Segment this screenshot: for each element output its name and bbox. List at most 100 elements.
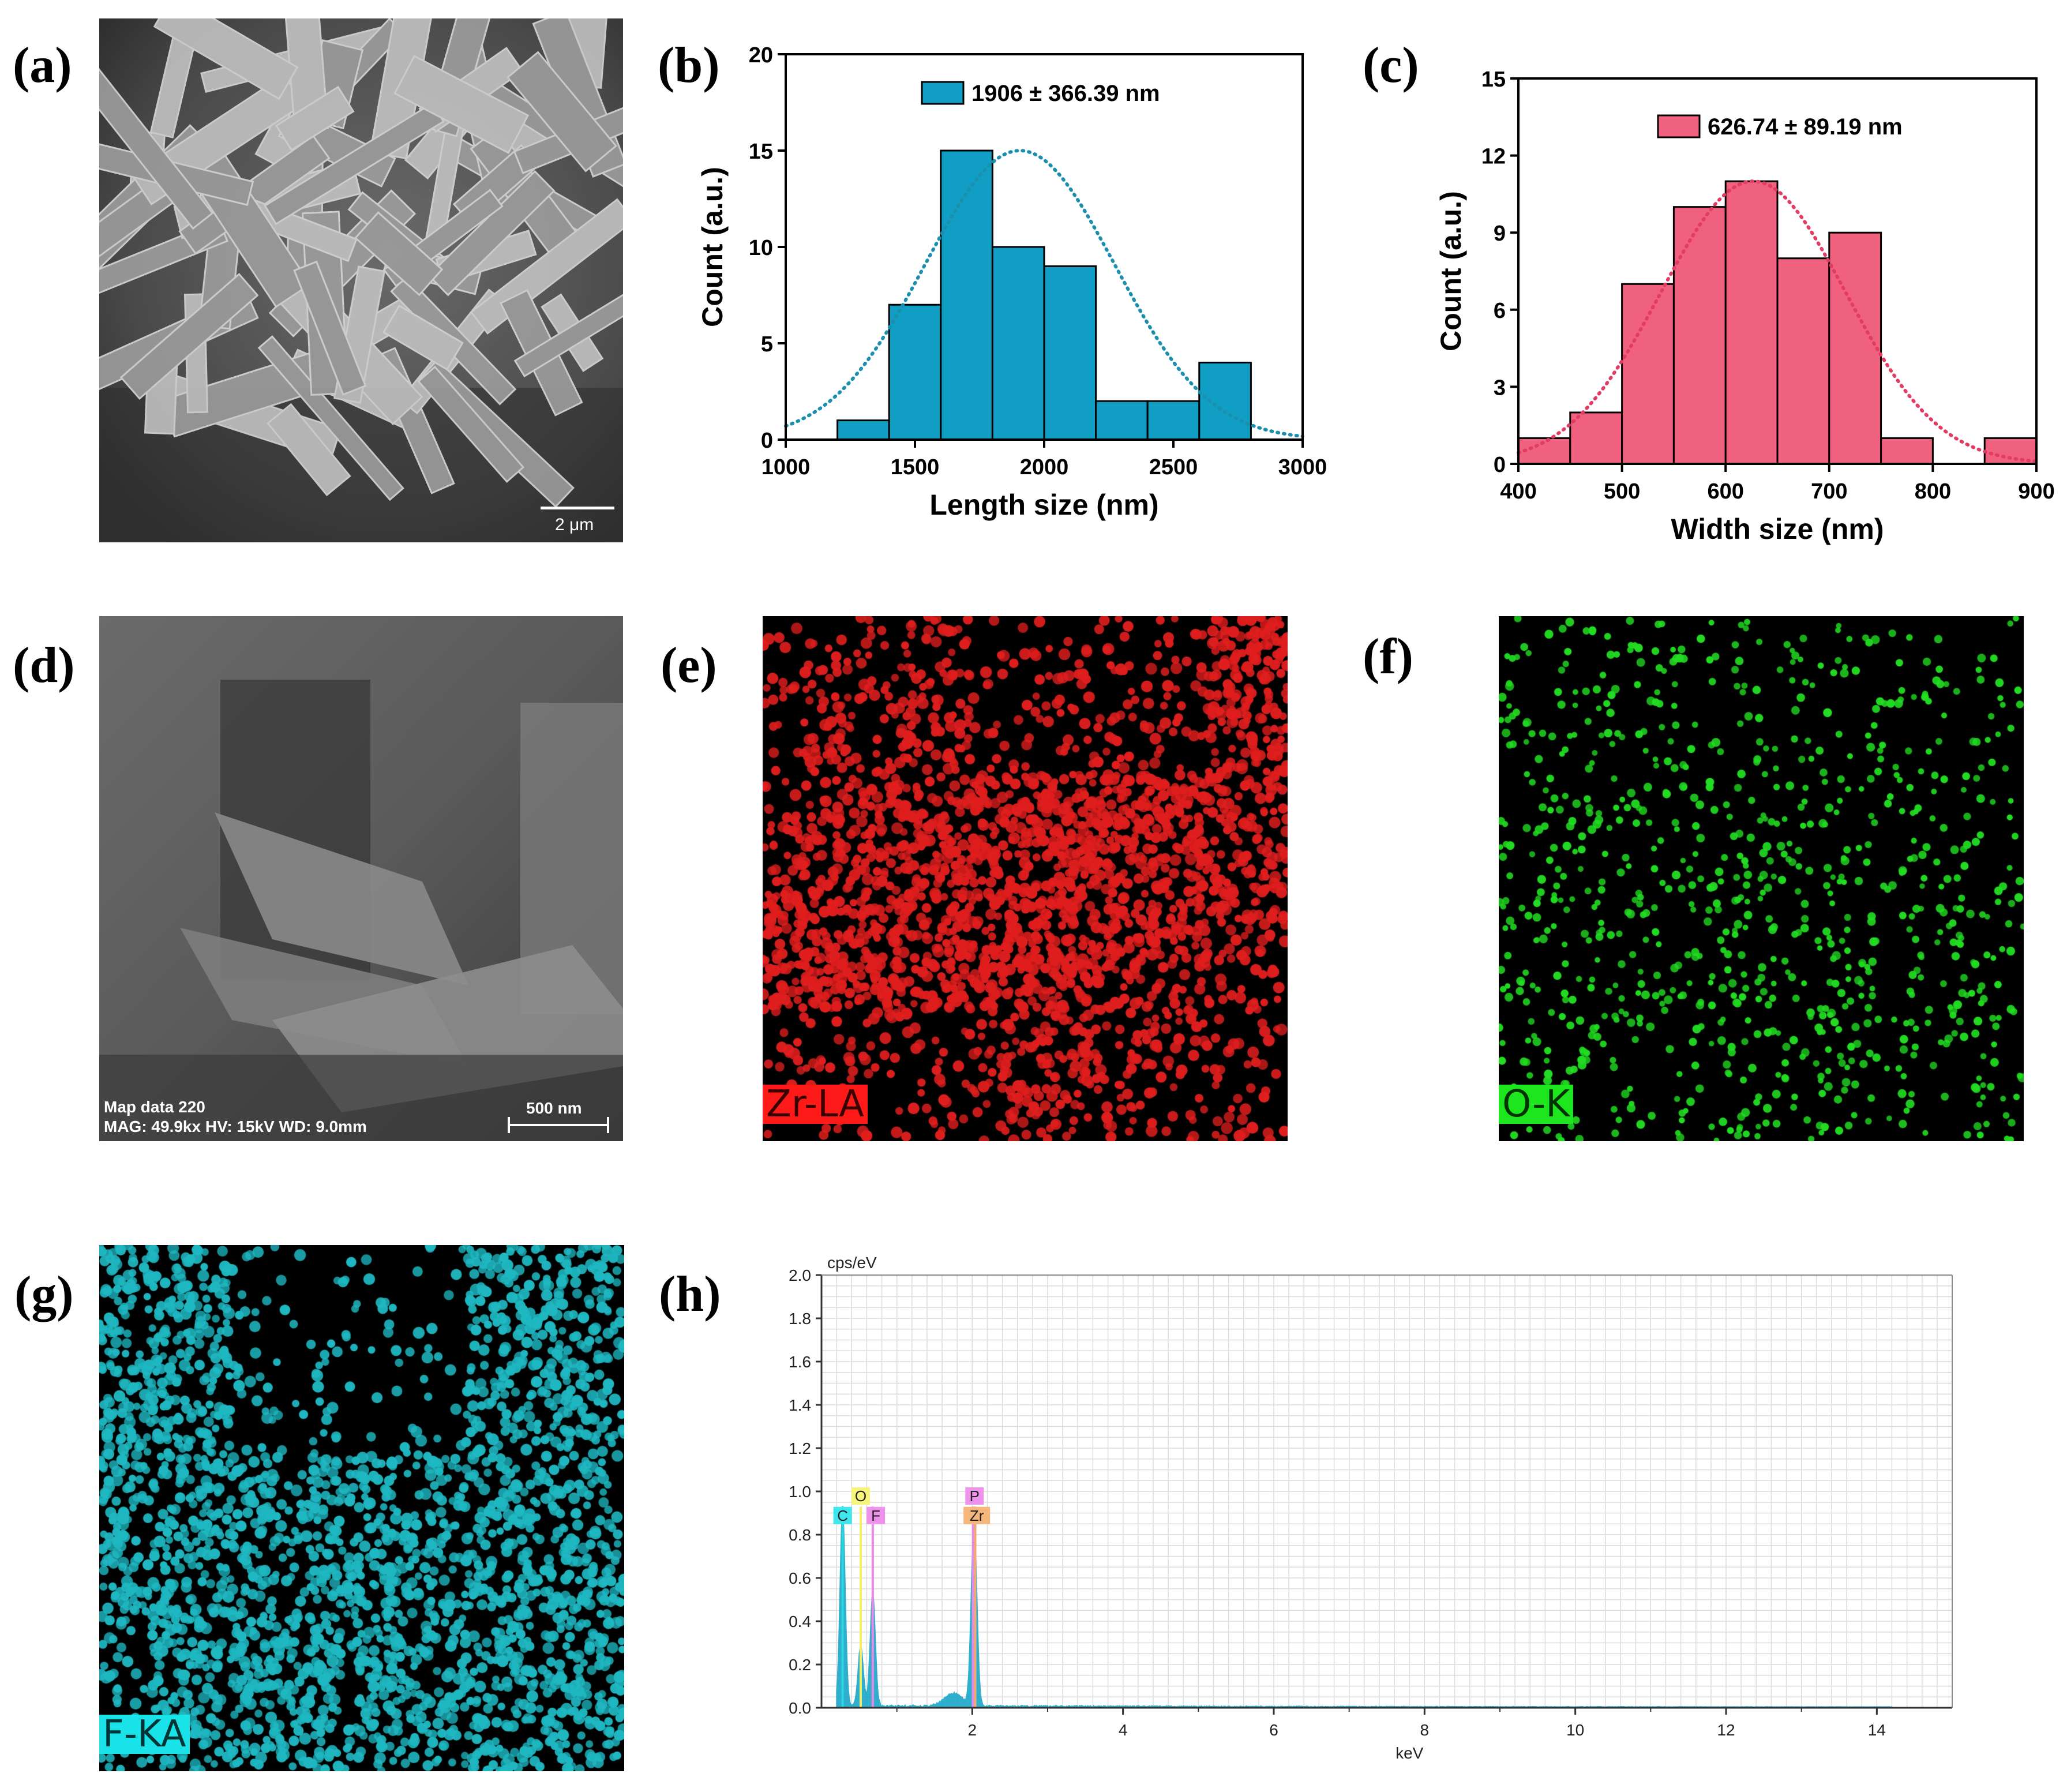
element-tag-zr: Zr [970, 1507, 984, 1524]
eds-map-zr: Zr-LA [763, 616, 1288, 1141]
gaussian-fit-curve [784, 148, 1304, 438]
histogram-bar [1621, 283, 1675, 465]
y-tick-label: 6 [1494, 299, 1506, 323]
scale-bar-label: 2 μm [555, 515, 594, 534]
x-axis-label: Width size (nm) [1671, 513, 1884, 545]
y-tick-label: 12 [1481, 145, 1506, 169]
y-tick-label: 1.0 [789, 1483, 811, 1501]
legend-label: 626.74 ± 89.19 nm [1708, 114, 1903, 140]
histogram-bar [1724, 180, 1779, 465]
sem-rod [119, 273, 259, 400]
sem-rod [417, 365, 525, 483]
sem-image-low-mag: 2 μm [99, 18, 623, 542]
panel-label-c: (c) [1363, 38, 1419, 93]
f-map-canvas [99, 1245, 624, 1771]
y-tick-label: 0.8 [789, 1526, 811, 1544]
histogram-bar [1095, 400, 1149, 441]
element-tag-box [866, 1506, 886, 1524]
x-tick-label: 1000 [761, 455, 811, 479]
sem-rod [507, 51, 617, 173]
x-tick-label: 14 [1868, 1721, 1886, 1739]
x-tick-label: 3000 [1278, 455, 1327, 479]
x-tick-label: 2500 [1149, 455, 1198, 479]
y-tick-label: 0.6 [789, 1569, 811, 1587]
sem-rod [293, 260, 367, 396]
y-tick-label: 2.0 [789, 1266, 811, 1284]
histogram-bar [836, 419, 890, 441]
y-tick-label: 0.2 [789, 1656, 811, 1674]
map-tag-o: O-K [1499, 1085, 1574, 1124]
y-tick-label: 5 [761, 332, 773, 357]
element-tag-o: O [855, 1487, 866, 1505]
histogram-bar [1776, 257, 1830, 465]
map-tag-f: F-KA [99, 1715, 190, 1754]
panel-label-e: (e) [661, 638, 717, 693]
x-tick-label: 900 [2018, 479, 2054, 504]
sem-rod [354, 211, 444, 297]
sem-rod [382, 304, 464, 371]
sem-rod [153, 18, 299, 100]
x-tick-label: 500 [1604, 479, 1640, 504]
y-axis-label: Count (a.u.) [1435, 191, 1467, 351]
y-tick-label: 15 [749, 140, 773, 164]
zr-map-canvas [763, 616, 1288, 1141]
length-histogram: 1000 1500 2000 2500 3000 0 5 10 15 20 Length size … [696, 43, 1327, 521]
scale-bar-label-d: 500 nm [526, 1099, 582, 1117]
histogram-bar [888, 303, 942, 441]
element-tag-f: F [871, 1507, 880, 1524]
y-tick-label: 1.6 [789, 1353, 811, 1371]
x-axis-label: keV [1395, 1744, 1424, 1762]
element-tag-box [833, 1506, 852, 1524]
panel-label-b: (b) [658, 38, 720, 93]
histogram-bar [1198, 361, 1252, 441]
sem-rod [393, 55, 530, 154]
eds-map-o: O-K [1499, 616, 2024, 1141]
y-axis-label: Count (a.u.) [696, 167, 729, 327]
sem-rod [513, 281, 623, 378]
histogram-bar [1880, 437, 1934, 465]
y-tick-label: 9 [1494, 222, 1506, 246]
scale-bar-tick-right [607, 1117, 609, 1133]
panel-label-g: (g) [14, 1266, 74, 1322]
y-tick-label: 15 [1481, 68, 1506, 92]
y-tick-label: 0.4 [789, 1613, 811, 1630]
element-tag-box [965, 1487, 984, 1505]
x-tick-label: 4 [1119, 1721, 1128, 1739]
eds-spectrum: OC F P Zr 0.0 0.2 0.4 0.6 0.8 1.0 1.2 1.4 1.6 1.8 2.0 2… [789, 1254, 1953, 1762]
panel-label-f: (f) [1363, 629, 1413, 685]
sem-texture-d [99, 616, 623, 1141]
y-tick-label: 0 [1494, 453, 1506, 477]
y-tick-label: 10 [749, 236, 773, 260]
element-tag-c: C [837, 1507, 848, 1524]
histogram-bar [940, 149, 993, 441]
x-tick-label: 10 [1566, 1721, 1584, 1739]
sem-rod [275, 85, 355, 152]
x-tick-label: 6 [1269, 1721, 1278, 1739]
x-tick-label: 600 [1707, 479, 1743, 504]
y-tick-label: 0 [761, 429, 773, 453]
histogram-bar [1146, 400, 1201, 441]
o-map-canvas [1499, 616, 2024, 1141]
legend-label: 1906 ± 366.39 nm [971, 81, 1160, 106]
x-tick-label: 1500 [891, 455, 940, 479]
histogram-bar [1043, 265, 1097, 441]
y-tick-label: 20 [749, 43, 773, 68]
scale-bar-tick-left [508, 1117, 510, 1133]
gaussian-fit-curve [1517, 179, 2038, 463]
x-tick-label: 12 [1717, 1721, 1735, 1739]
map-info-line2: MAG: 49.9kx HV: 15kV WD: 9.0mm [104, 1118, 367, 1135]
map-info-line1: Map data 220 [104, 1098, 205, 1116]
spectrum-trace [836, 1506, 1893, 1708]
histogram-bar [1569, 411, 1623, 465]
panel-label-d: (d) [13, 638, 75, 693]
eds-map-f: F-KA [99, 1245, 624, 1771]
panel-label-h: (h) [659, 1266, 721, 1322]
y-tick-label: 1.8 [789, 1310, 811, 1328]
scale-bar-line-d [508, 1124, 609, 1126]
sem-rod [267, 403, 351, 497]
element-tag-box [963, 1506, 991, 1524]
x-tick-label: 700 [1811, 479, 1847, 504]
panel-label-a: (a) [13, 38, 72, 93]
width-histogram: 400 500 600 700 800 900 0 3 6 9 12 15 Width size (nm… [1435, 68, 2055, 545]
y-axis-label: cps/eV [827, 1254, 877, 1272]
